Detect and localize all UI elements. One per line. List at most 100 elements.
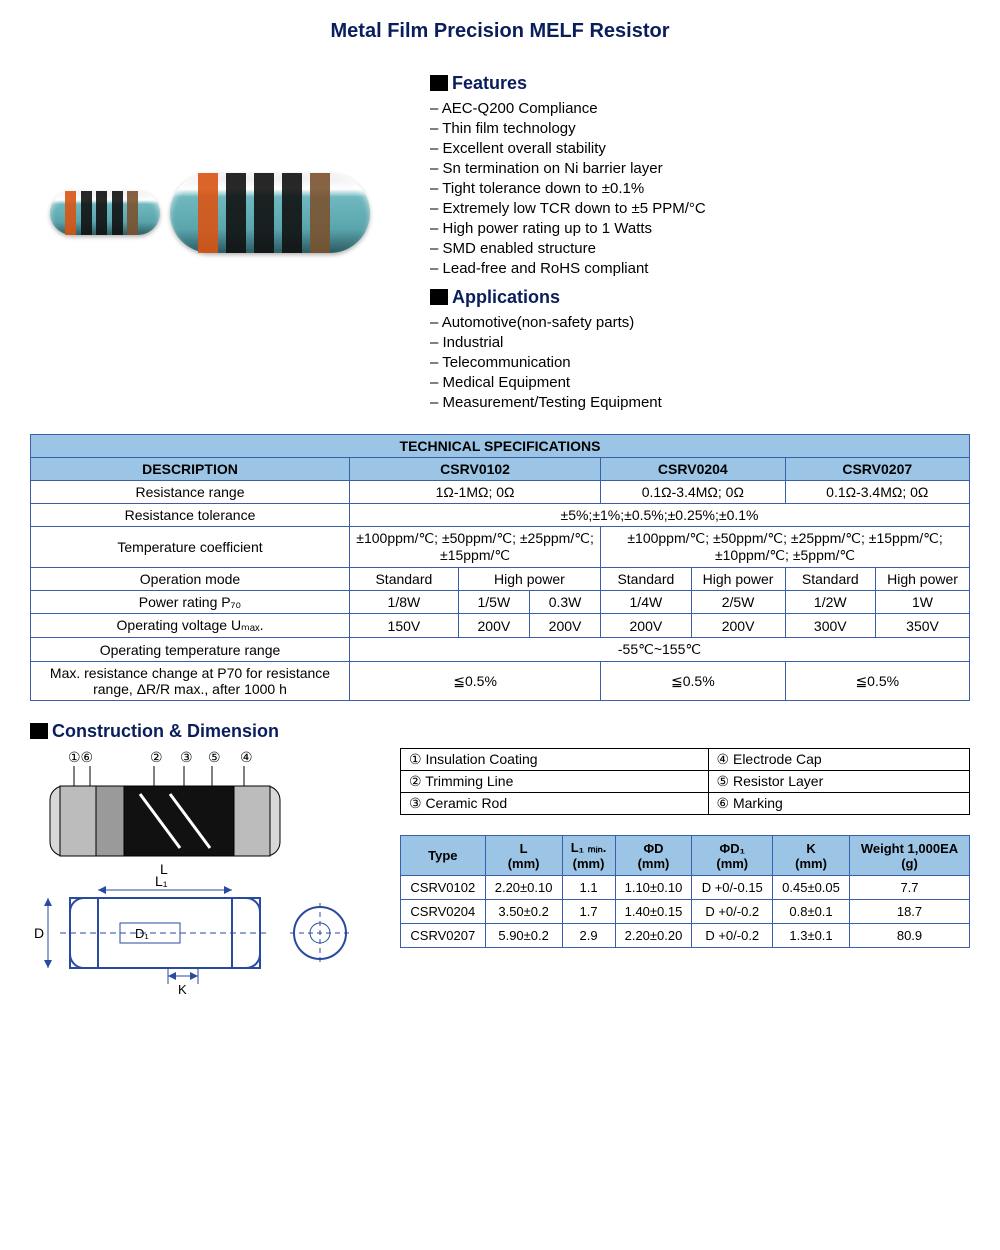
dim-cell: 1.3±0.1 [773,924,850,948]
row-label: Resistance tolerance [31,504,350,527]
list-item: Medical Equipment [430,374,970,391]
melf-large-illustration [170,173,370,253]
list-item: High power rating up to 1 Watts [430,220,970,237]
legend-cell: ⑤ Resistor Layer [708,771,969,793]
cell: 1/2W [785,591,875,614]
dim-cell: 2.20±0.10 [485,876,562,900]
cell: 150V [350,614,459,638]
cell: 200V [458,614,529,638]
list-item: Tight tolerance down to ±0.1% [430,180,970,197]
cell: Standard [601,568,691,591]
cell: ≦0.5% [601,662,785,701]
cell: 200V [691,614,785,638]
row-label: Temperature coefficient [31,527,350,568]
list-item: SMD enabled structure [430,240,970,257]
cell: -55℃~155℃ [350,638,970,662]
tech-spec-title: TECHNICAL SPECIFICATIONS [31,435,970,458]
page-title: Metal Film Precision MELF Resistor [30,20,970,43]
cell: 200V [529,614,600,638]
svg-text:①⑥: ①⑥ [68,749,93,765]
svg-text:③: ③ [180,749,193,765]
cell: 0.3W [529,591,600,614]
dim-header: L₁ ₘᵢₙ.(mm) [562,836,615,876]
dim-cell: CSRV0204 [401,900,486,924]
dim-header: L(mm) [485,836,562,876]
dim-cell: D +0/-0.15 [692,876,773,900]
features-list: AEC-Q200 Compliance Thin film technology E… [430,100,970,277]
list-item: Extremely low TCR down to ±5 PPM/°C [430,200,970,217]
tech-spec-table: TECHNICAL SPECIFICATIONS DESCRIPTION CSR… [30,434,970,701]
dim-cell: D +0/-0.2 [692,900,773,924]
dimension-table: TypeL(mm)L₁ ₘᵢₙ.(mm)ΦD(mm)ΦD₁(mm)K(mm)We… [400,835,970,948]
dim-cell: CSRV0207 [401,924,486,948]
row-label: Max. resistance change at P70 for resist… [31,662,350,701]
melf-small-illustration [50,191,160,235]
cell: ±100ppm/℃; ±50ppm/℃; ±25ppm/℃; ±15ppm/℃ [350,527,601,568]
legend-table: ① Insulation Coating④ Electrode Cap② Tri… [400,748,970,815]
dim-cell: 7.7 [850,876,970,900]
svg-text:D: D [34,925,44,941]
dim-cell: 18.7 [850,900,970,924]
dim-cell: 5.90±0.2 [485,924,562,948]
legend-cell: ③ Ceramic Rod [401,793,709,815]
list-item: Excellent overall stability [430,140,970,157]
svg-text:⑤: ⑤ [208,749,221,765]
cell: High power [691,568,785,591]
dim-header: ΦD₁(mm) [692,836,773,876]
dim-cell: 0.45±0.05 [773,876,850,900]
cell: 1/4W [601,591,691,614]
features-heading: Features [430,73,970,94]
row-label: Operating voltage Uₘₐₓ. [31,614,350,638]
svg-text:②: ② [150,749,163,765]
cell: Standard [785,568,875,591]
dim-cell: 80.9 [850,924,970,948]
row-label: Resistance range [31,481,350,504]
cell: Standard [350,568,459,591]
svg-text:D₁: D₁ [135,926,149,941]
dim-cell: CSRV0102 [401,876,486,900]
cell: 200V [601,614,691,638]
cell: ±100ppm/℃; ±50ppm/℃; ±25ppm/℃; ±15ppm/℃;… [601,527,970,568]
cell: 0.1Ω-3.4MΩ; 0Ω [785,481,969,504]
dim-cell: 1.1 [562,876,615,900]
dim-cell: 2.20±0.20 [615,924,692,948]
cell: 300V [785,614,875,638]
cell: 1Ω-1MΩ; 0Ω [350,481,601,504]
list-item: AEC-Q200 Compliance [430,100,970,117]
top-section: Features AEC-Q200 Compliance Thin film te… [30,63,970,414]
row-label: Operating temperature range [31,638,350,662]
dim-header: Weight 1,000EA(g) [850,836,970,876]
list-item: Sn termination on Ni barrier layer [430,160,970,177]
construction-diagram: ①⑥ ② ③ ⑤ ④ L [30,748,370,1028]
dim-cell: D +0/-0.2 [692,924,773,948]
dim-cell: 1.7 [562,900,615,924]
list-item: Thin film technology [430,120,970,137]
cell: ±5%;±1%;±0.5%;±0.25%;±0.1% [350,504,970,527]
dim-cell: 1.40±0.15 [615,900,692,924]
list-item: Measurement/Testing Equipment [430,394,970,411]
dim-cell: 3.50±0.2 [485,900,562,924]
list-item: Industrial [430,334,970,351]
dim-header: ΦD(mm) [615,836,692,876]
list-item: Lead-free and RoHS compliant [430,260,970,277]
legend-cell: ④ Electrode Cap [708,749,969,771]
cell: 2/5W [691,591,785,614]
cell: High power [458,568,600,591]
model-0: CSRV0102 [350,458,601,481]
model-2: CSRV0207 [785,458,969,481]
applications-heading: Applications [430,287,970,308]
legend-cell: ① Insulation Coating [401,749,709,771]
svg-text:L₁: L₁ [155,873,168,889]
desc-header: DESCRIPTION [31,458,350,481]
dim-cell: 1.10±0.10 [615,876,692,900]
legend-cell: ② Trimming Line [401,771,709,793]
dim-header: K(mm) [773,836,850,876]
applications-list: Automotive(non-safety parts)IndustrialTe… [430,314,970,411]
row-label: Power rating P₇₀ [31,591,350,614]
list-item: Telecommunication [430,354,970,371]
construction-heading: Construction & Dimension [30,721,970,742]
dim-cell: 0.8±0.1 [773,900,850,924]
product-image [30,123,390,303]
cell: 1W [876,591,970,614]
svg-text:④: ④ [240,749,253,765]
